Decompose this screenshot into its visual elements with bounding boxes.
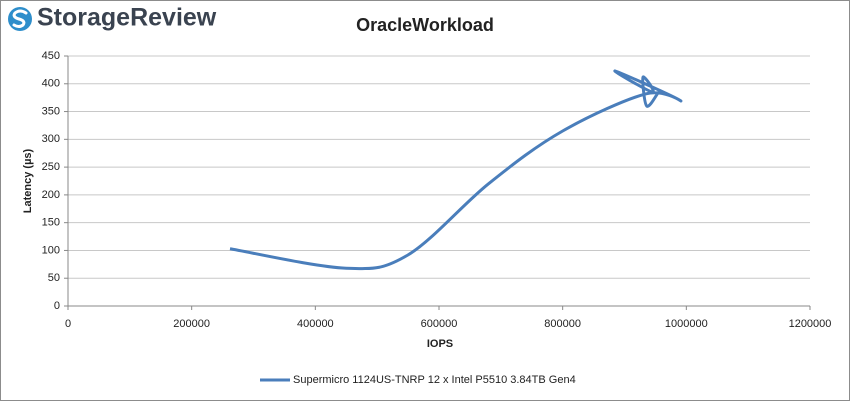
- chart-title: OracleWorkload: [356, 15, 494, 35]
- y-tick-label: 200: [42, 189, 60, 201]
- x-tick-label: 800000: [544, 318, 581, 330]
- y-tick-label: 450: [42, 50, 60, 62]
- y-tick-label: 150: [42, 217, 60, 229]
- data-line: [229, 69, 683, 271]
- x-tick-label: 200000: [173, 318, 210, 330]
- y-tick-label: 100: [42, 244, 60, 256]
- x-tick-label: 400000: [297, 318, 334, 330]
- y-axis-title: Latency (µs): [22, 148, 34, 213]
- x-tick-label: 600000: [421, 318, 458, 330]
- y-tick-label: 350: [42, 105, 60, 117]
- y-tick-label: 50: [48, 272, 60, 284]
- x-tick-label: 0: [65, 318, 71, 330]
- legend-label: Supermicro 1124US-TNRP 12 x Intel P5510 …: [293, 374, 576, 386]
- y-tick-label: 0: [54, 300, 60, 312]
- y-tick-label: 400: [42, 78, 60, 90]
- y-tick-label: 250: [42, 161, 60, 173]
- y-tick-label: 300: [42, 133, 60, 145]
- x-axis-title: IOPS: [427, 338, 453, 350]
- logo: StorageReview: [8, 4, 217, 32]
- x-tick-label: 1000000: [665, 318, 708, 330]
- x-tick-label: 1200000: [789, 318, 832, 330]
- logo-text: StorageReview: [37, 4, 217, 32]
